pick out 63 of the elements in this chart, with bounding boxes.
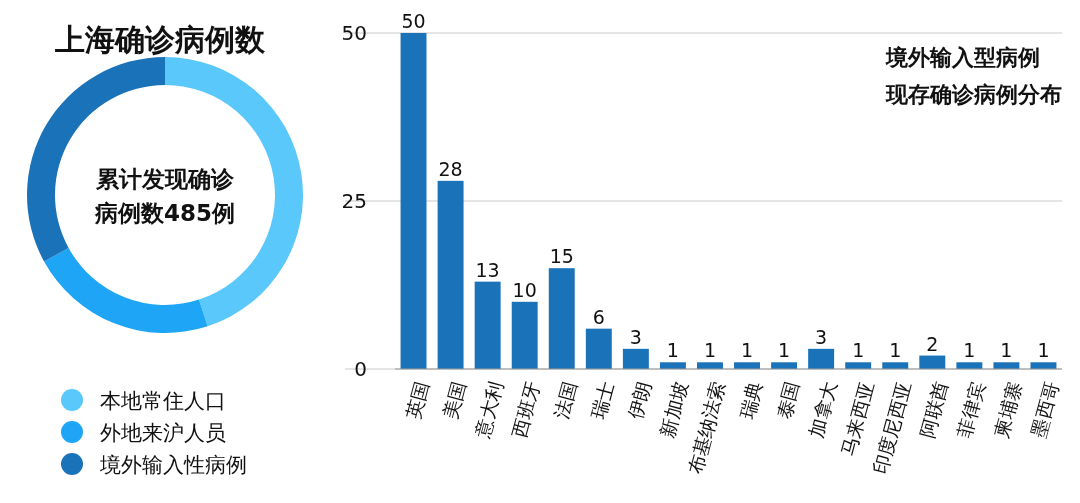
donut-slice (44, 247, 208, 333)
text: 现存确诊病例分布 (885, 82, 1062, 107)
data-label: 15 (549, 245, 574, 268)
data-label: 1 (666, 339, 679, 362)
data-label: 50 (401, 10, 426, 32)
legend-label: 外地来沪人员 (100, 421, 226, 445)
bar (845, 362, 872, 369)
legend-label: 境外输入性病例 (99, 453, 247, 477)
x-tick-label: 菲律宾 (952, 378, 989, 440)
x-tick-label: 瑞士 (586, 378, 618, 422)
data-label: 6 (592, 305, 605, 328)
legend-label: 本地常住人口 (100, 389, 226, 413)
bar (993, 362, 1020, 369)
bar (437, 180, 464, 369)
text: 病例数485例 (93, 200, 236, 226)
data-label: 1 (703, 339, 717, 362)
x-tick-label: 泰国 (772, 378, 804, 422)
bar (474, 281, 501, 369)
bar (585, 328, 612, 369)
data-label: 2 (926, 332, 939, 355)
data-label: 1 (1037, 339, 1050, 362)
bar (956, 362, 983, 369)
donut-slice (27, 57, 165, 262)
data-label: 3 (629, 325, 642, 348)
x-tick-label: 柬埔寨 (989, 378, 1026, 440)
data-label: 1 (889, 339, 902, 362)
bar (511, 301, 538, 369)
data-label: 1 (852, 339, 865, 362)
bar (734, 362, 760, 369)
bar (697, 362, 723, 369)
x-tick-label: 伊朗 (623, 378, 656, 422)
data-label: 1 (963, 339, 976, 362)
x-tick-label: 美国 (438, 378, 470, 422)
text: 境外输入型病例 (885, 45, 1040, 70)
data-label: 10 (512, 278, 537, 301)
x-tick-label: 阿联酋 (915, 378, 952, 440)
data-label: 13 (475, 258, 500, 281)
bar (771, 362, 798, 369)
chart-title: 上海确诊病例数 (54, 22, 266, 57)
donut-slice (165, 57, 303, 327)
x-tick-label: 英国 (401, 378, 433, 422)
bar (659, 362, 686, 369)
text: 累计发现确诊 (95, 166, 235, 192)
bar (882, 362, 909, 369)
x-tick-label: 新加坡 (656, 378, 693, 440)
y-tick-label: 0 (354, 356, 367, 381)
data-label: 1 (740, 339, 754, 362)
bar (400, 33, 427, 369)
y-tick-label: 50 (341, 20, 367, 45)
x-tick-label: 意大利 (470, 378, 507, 441)
x-tick-label: 墨西哥 (1026, 378, 1063, 440)
data-label: 28 (438, 157, 463, 180)
x-tick-label: 瑞典 (735, 378, 767, 422)
x-tick-label: 西班牙 (507, 378, 544, 440)
data-label: 1 (1000, 339, 1013, 362)
bar (548, 268, 575, 369)
data-label: 3 (815, 325, 828, 348)
bar (622, 348, 649, 369)
x-tick-label: 法国 (549, 378, 581, 422)
x-tick-label: 加拿大 (804, 378, 841, 440)
data-label: 1 (778, 339, 791, 362)
y-tick-label: 25 (341, 188, 367, 213)
bar (808, 348, 835, 369)
